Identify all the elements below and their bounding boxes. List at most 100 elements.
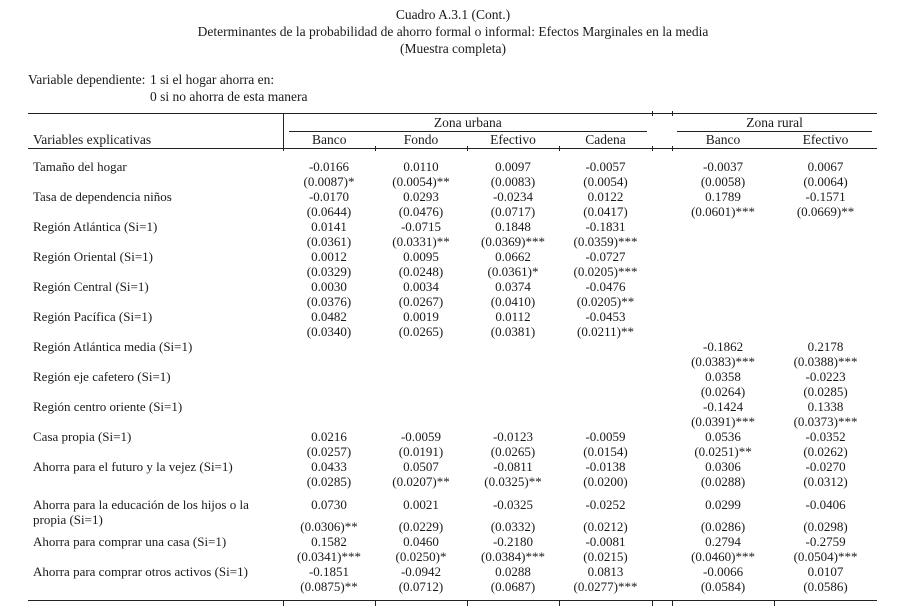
- coefficient-cell: -0.0352: [805, 429, 846, 444]
- variable-label: Región Atlántica media (Si=1): [33, 339, 193, 354]
- std-error-cell: [774, 234, 877, 249]
- std-error-cell: [672, 264, 774, 279]
- coefficient-cell: 0.0107: [807, 564, 844, 579]
- coefficient-cell: [559, 339, 652, 354]
- std-error-cell: (0.0476): [398, 204, 444, 219]
- std-error-cell: (0.0359)***: [573, 234, 638, 249]
- std-error-cell: [559, 354, 652, 369]
- coefficient-cell: [672, 309, 774, 324]
- coefficient-cell: 0.2178: [807, 339, 844, 354]
- std-error-cell: (0.0332): [490, 519, 536, 534]
- std-error-cell: [559, 414, 652, 429]
- coefficient-cell: [467, 369, 559, 384]
- results-table: Zona urbana Zona rural Variables explica…: [28, 111, 878, 606]
- table-row-std-errors: (0.0087)* (0.0054)** (0.0083) (0.0054) (0.00…: [28, 174, 877, 189]
- table-header: Zona urbana Zona rural Variables explica…: [28, 113, 878, 149]
- std-error-cell: (0.0388)***: [793, 354, 858, 369]
- std-error-cell: (0.0288): [700, 474, 746, 489]
- coefficient-cell: -0.0234: [492, 189, 534, 204]
- std-error-cell: (0.0381): [490, 324, 536, 339]
- variable-label: Región Central (Si=1): [33, 279, 149, 294]
- std-error-cell: (0.0312): [803, 474, 848, 489]
- table-border-tick-cell: [671, 600, 775, 606]
- column-gap: [652, 279, 672, 309]
- std-error-cell: (0.0383)***: [691, 354, 755, 369]
- coefficient-cell: -0.0252: [585, 496, 626, 512]
- column-gap: [652, 564, 672, 601]
- table-title: Determinantes de la probabilidad de ahor…: [197, 24, 709, 39]
- table-border-tick: [652, 146, 653, 151]
- variable-label: Región Atlántica (Si=1): [33, 219, 158, 234]
- group-header-zona-rural: Zona rural: [677, 115, 873, 132]
- std-error-cell: (0.0341)***: [297, 549, 361, 564]
- coefficient-cell: -0.0942: [400, 564, 442, 579]
- coefficient-cell: 0.0067: [807, 159, 844, 174]
- coefficient-cell: -0.0811: [493, 459, 533, 474]
- variable-label: Ahorra para comprar una casa (Si=1): [33, 534, 227, 549]
- std-error-cell: [774, 294, 877, 309]
- coefficient-cell: 0.0460: [403, 534, 439, 549]
- group-header-zona-urbana-cell: Zona urbana: [282, 113, 653, 132]
- dependent-variable-definition: 1 si el hogar ahorra en: 0 si no ahorra …: [150, 72, 307, 105]
- std-error-cell: (0.0417): [583, 204, 628, 219]
- std-error-cell: [283, 354, 375, 369]
- std-error-cell: [774, 264, 877, 279]
- std-error-cell: (0.0087)*: [303, 174, 355, 189]
- std-error-cell: (0.0331)**: [392, 234, 450, 249]
- std-error-cell: (0.0250)*: [395, 549, 447, 564]
- coefficient-cell: -0.0059: [400, 429, 442, 444]
- column-header-urban-efectivo: Efectivo: [467, 131, 559, 149]
- std-error-cell: (0.0644): [306, 204, 352, 219]
- std-error-cell: (0.0251)**: [694, 444, 752, 459]
- group-gap-cell: [652, 113, 673, 132]
- std-error-cell: (0.0207)**: [392, 474, 450, 489]
- table-row-std-errors: (0.0340) (0.0265) (0.0381) (0.0211)**: [28, 324, 877, 339]
- std-error-cell: (0.0369)***: [481, 234, 545, 249]
- coefficient-cell: -0.1862: [702, 339, 744, 354]
- coefficient-cell: [774, 309, 877, 324]
- column-gap: [652, 249, 672, 279]
- std-error-cell: (0.0277)***: [573, 579, 638, 594]
- coefficient-cell: 0.1582: [311, 534, 347, 549]
- coefficient-cell: 0.1789: [705, 189, 741, 204]
- std-error-cell: [672, 294, 774, 309]
- std-error-cell: (0.0205)**: [576, 294, 635, 309]
- std-error-cell: (0.0058): [700, 174, 746, 189]
- coefficient-cell: 0.0122: [587, 189, 624, 204]
- table-row-coefficients: Ahorra para comprar una casa (Si=1) 0.158…: [28, 534, 877, 549]
- coefficient-cell: [283, 339, 375, 354]
- table-row-std-errors: (0.0264) (0.0285): [28, 384, 877, 399]
- coefficient-cell: 0.0306: [705, 459, 741, 474]
- table-row-coefficients: Ahorra para comprar otros activos (Si=1)…: [28, 564, 877, 579]
- column-header-urban-cadena: Cadena: [559, 131, 653, 149]
- table-row-std-errors: (0.0644) (0.0476) (0.0717) (0.0417) (0.0601)…: [28, 204, 877, 219]
- table-row-std-errors: (0.0285) (0.0207)** (0.0325)** (0.0200) (0.0…: [28, 474, 877, 489]
- std-error-cell: (0.0212): [583, 519, 628, 534]
- table-border-tick-cell: [374, 600, 467, 606]
- coefficient-cell: [672, 279, 774, 294]
- group-header-spacer: [28, 113, 283, 132]
- variable-label: Región eje cafetero (Si=1): [33, 369, 171, 384]
- coefficient-cell: [774, 279, 877, 294]
- coefficient-cell: -0.0476: [585, 279, 626, 294]
- column-gap: [652, 489, 672, 534]
- std-error-cell: (0.0200): [583, 474, 628, 489]
- table-border-tick: [283, 146, 284, 151]
- table-border-tick: [672, 146, 673, 151]
- table-border-tick: [375, 146, 376, 151]
- coefficient-cell: -0.0059: [585, 429, 626, 444]
- column-gap: [652, 534, 672, 564]
- table-border-tick-cell: [466, 600, 559, 606]
- coefficient-cell: 0.0662: [495, 249, 531, 264]
- table-row-coefficients: Ahorra para el futuro y la vejez (Si=1) 0…: [28, 459, 877, 474]
- table-row-coefficients: Tasa de dependencia niños -0.0170 0.0293 -0…: [28, 189, 877, 204]
- std-error-cell: (0.0325)**: [484, 474, 542, 489]
- std-error-cell: (0.0248): [398, 264, 444, 279]
- std-error-cell: (0.0584): [700, 579, 746, 594]
- std-error-cell: (0.0687): [490, 579, 536, 594]
- coefficient-cell: -0.2759: [805, 534, 846, 549]
- std-error-cell: (0.0211)**: [577, 324, 634, 339]
- std-error-cell: (0.0285): [306, 474, 352, 489]
- column-gap: [652, 309, 672, 339]
- coefficient-cell: 0.0507: [403, 459, 439, 474]
